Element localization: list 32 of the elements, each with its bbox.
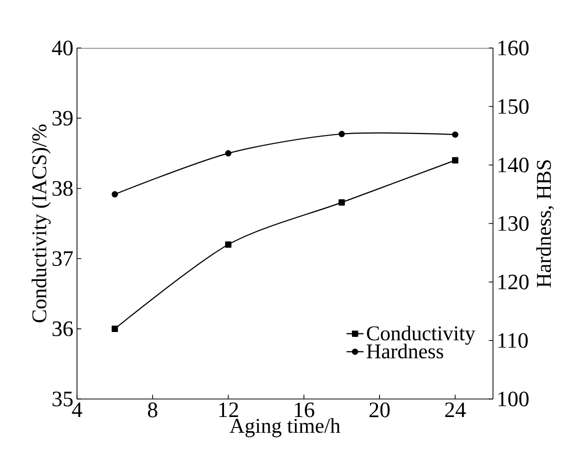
y-axis-title: Conductivity (IACS)/% (32, 124, 51, 322)
point (452, 131, 458, 138)
y2-tick-label: 150 (498, 99, 529, 114)
x-tick-label: 4 (72, 402, 82, 417)
x-tick-label: 16 (294, 402, 314, 418)
y-tick-label: 37 (52, 251, 73, 266)
point (338, 199, 345, 206)
legend-label: Hardness (366, 344, 444, 358)
y2-tick-label: 100 (498, 392, 529, 406)
x-tick-label: 8 (148, 402, 158, 418)
x-tick-label: 24 (445, 402, 466, 418)
y-tick-label: 36 (52, 321, 73, 336)
y-tick-label: 40 (52, 40, 73, 56)
y-tick-label: 38 (52, 181, 73, 196)
point (452, 157, 458, 164)
point (112, 191, 118, 198)
y-tick-label: 39 (52, 110, 73, 126)
x-tick-label: 20 (370, 402, 390, 418)
x-axis-title: Aging time/h (230, 418, 340, 438)
y2-tick-label: 110 (498, 333, 528, 348)
legend-label: Conductivity (366, 326, 476, 345)
point (112, 326, 118, 332)
y2-axis-title: Hardness, HBS (536, 160, 554, 288)
point (338, 130, 345, 138)
point (225, 150, 232, 156)
y2-tick-label: 160 (498, 40, 529, 56)
x-tick-label: 12 (219, 402, 238, 418)
y2-tick-label: 130 (498, 216, 529, 231)
point (225, 241, 232, 248)
y-tick-label: 35 (52, 392, 73, 406)
y2-tick-label: 120 (498, 274, 529, 290)
y2-tick-label: 140 (498, 158, 529, 172)
